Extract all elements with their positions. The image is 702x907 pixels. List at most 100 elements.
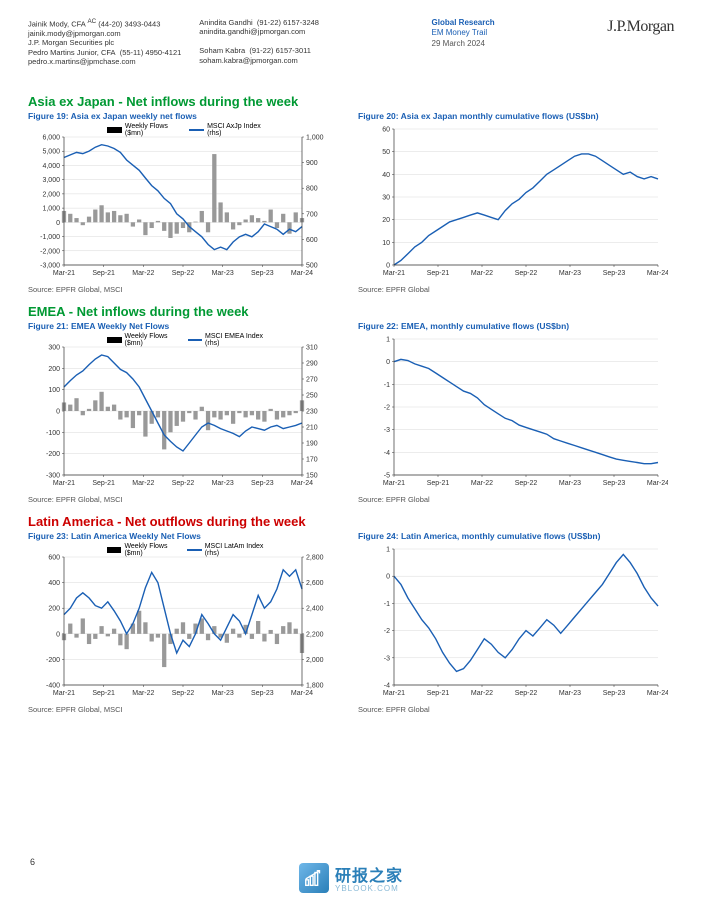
svg-text:3,000: 3,000 <box>42 178 60 185</box>
jpmorgan-logo: J.P.Morgan <box>607 18 674 36</box>
figure-title: Figure 23: Latin America Weekly Net Flow… <box>28 531 344 541</box>
legend-label: Weekly Flows ($mn) <box>125 123 177 137</box>
footer-brand: 研报之家 YBLOOK.COM <box>299 862 403 893</box>
chart-panel: Figure 19: Asia ex Japan weekly net flow… <box>28 111 344 294</box>
figure-title: Figure 24: Latin America, monthly cumula… <box>358 531 674 541</box>
svg-text:1: 1 <box>386 337 390 344</box>
legend-label: Weekly Flows ($mn) <box>125 333 176 347</box>
chart-panel: Figure 24: Latin America, monthly cumula… <box>358 531 674 714</box>
chart-legend: Weekly Flows ($mn)MSCI AxJp Index (rhs) <box>107 123 265 137</box>
svg-text:Sep-22: Sep-22 <box>172 690 195 697</box>
svg-text:30: 30 <box>382 195 390 202</box>
svg-text:300: 300 <box>48 345 60 352</box>
section-title: Asia ex Japan - Net inflows during the w… <box>28 94 674 109</box>
bar-swatch-icon <box>107 127 122 133</box>
svg-text:Sep-23: Sep-23 <box>251 690 274 697</box>
svg-text:Mar-21: Mar-21 <box>383 270 405 277</box>
svg-text:-3: -3 <box>384 656 390 663</box>
svg-text:210: 210 <box>306 425 318 432</box>
chart-source: Source: EPFR Global, MSCI <box>28 495 344 504</box>
svg-text:Mar-23: Mar-23 <box>212 270 234 277</box>
legend-item: Weekly Flows ($mn) <box>107 333 176 347</box>
svg-text:Sep-21: Sep-21 <box>427 690 450 697</box>
chart-source: Source: EPFR Global, MSCI <box>28 705 344 714</box>
svg-text:Mar-23: Mar-23 <box>559 270 581 277</box>
line-swatch-icon <box>189 129 204 131</box>
svg-text:600: 600 <box>306 237 318 244</box>
svg-text:500: 500 <box>306 263 318 270</box>
svg-text:-1: -1 <box>384 601 390 608</box>
author-email: pedro.x.martins@jpmchase.com <box>28 57 181 66</box>
page-number: 6 <box>30 857 35 867</box>
svg-text:Mar-22: Mar-22 <box>132 480 154 487</box>
svg-text:2,600: 2,600 <box>306 580 324 587</box>
svg-text:-3,000: -3,000 <box>40 263 60 270</box>
chart: -5-4-3-2-101Mar-21Sep-21Mar-22Sep-22Mar-… <box>358 333 674 493</box>
svg-text:-100: -100 <box>46 430 60 437</box>
svg-text:0: 0 <box>56 409 60 416</box>
chart: Weekly Flows ($mn) MSCI EMEA Index (rhs) -… <box>28 333 344 493</box>
footer-brand-icon <box>299 863 329 893</box>
svg-text:Sep-22: Sep-22 <box>515 270 538 277</box>
svg-text:Mar-22: Mar-22 <box>471 690 493 697</box>
svg-text:-1: -1 <box>384 382 390 389</box>
footer-brand-sub: YBLOOK.COM <box>335 884 403 893</box>
svg-text:Sep-21: Sep-21 <box>92 690 115 697</box>
svg-text:4,000: 4,000 <box>42 163 60 170</box>
svg-text:1: 1 <box>386 547 390 554</box>
svg-text:Sep-22: Sep-22 <box>172 270 195 277</box>
svg-text:Sep-22: Sep-22 <box>515 480 538 487</box>
section: Asia ex Japan - Net inflows during the w… <box>28 94 674 294</box>
svg-text:Mar-22: Mar-22 <box>132 270 154 277</box>
svg-text:Sep-23: Sep-23 <box>251 270 274 277</box>
svg-text:0: 0 <box>386 263 390 270</box>
bar-swatch-icon <box>107 547 121 553</box>
figure-title: Figure 22: EMEA, monthly cumulative flow… <box>358 321 674 331</box>
svg-text:Sep-23: Sep-23 <box>251 480 274 487</box>
svg-text:-2,000: -2,000 <box>40 249 60 256</box>
author-email: jainik.mody@jpmorgan.com <box>28 29 181 38</box>
svg-text:-2: -2 <box>384 405 390 412</box>
svg-text:Sep-22: Sep-22 <box>515 690 538 697</box>
svg-text:Mar-24: Mar-24 <box>291 690 313 697</box>
svg-text:1,000: 1,000 <box>42 206 60 213</box>
svg-text:400: 400 <box>48 580 60 587</box>
chart-source: Source: EPFR Global <box>358 705 674 714</box>
svg-text:Mar-22: Mar-22 <box>471 270 493 277</box>
legend-item: MSCI EMEA Index (rhs) <box>188 333 265 347</box>
svg-text:Mar-22: Mar-22 <box>471 480 493 487</box>
svg-text:Mar-22: Mar-22 <box>132 690 154 697</box>
legend-label: Weekly Flows ($mn) <box>124 543 175 557</box>
svg-text:-300: -300 <box>46 473 60 480</box>
svg-text:-2: -2 <box>384 628 390 635</box>
chart-source: Source: EPFR Global, MSCI <box>28 285 344 294</box>
svg-text:Mar-23: Mar-23 <box>559 480 581 487</box>
svg-text:Mar-24: Mar-24 <box>291 480 313 487</box>
chart-panel: Figure 20: Asia ex Japan monthly cumulat… <box>358 111 674 294</box>
chart-panel: Figure 22: EMEA, monthly cumulative flow… <box>358 321 674 504</box>
svg-text:600: 600 <box>48 555 60 562</box>
svg-text:700: 700 <box>306 212 318 219</box>
svg-text:800: 800 <box>306 186 318 193</box>
author-col-2: Anindita Gandhi (91-22) 6157-3248 anindi… <box>199 18 319 66</box>
svg-text:Mar-24: Mar-24 <box>291 270 313 277</box>
svg-text:200: 200 <box>48 606 60 613</box>
chart-legend: Weekly Flows ($mn) MSCI EMEA Index (rhs) <box>107 333 265 347</box>
svg-text:2,000: 2,000 <box>42 192 60 199</box>
svg-text:Mar-21: Mar-21 <box>383 690 405 697</box>
line-swatch-icon <box>188 339 203 341</box>
svg-text:100: 100 <box>48 388 60 395</box>
svg-text:Mar-21: Mar-21 <box>53 480 75 487</box>
svg-text:2,800: 2,800 <box>306 555 324 562</box>
research-date: 29 March 2024 <box>432 39 495 49</box>
chart-legend: Weekly Flows ($mn)MSCI LatAm Index (rhs) <box>107 543 265 557</box>
research-header: Global Research EM Money Trail 29 March … <box>432 18 495 49</box>
svg-text:-4: -4 <box>384 450 390 457</box>
svg-text:-5: -5 <box>384 473 390 480</box>
section: EMEA - Net inflows during the weekFigure… <box>28 304 674 504</box>
svg-text:150: 150 <box>306 473 318 480</box>
section: Latin America - Net outflows during the … <box>28 514 674 714</box>
author-line: Soham Kabra (91-22) 6157-3011 <box>199 46 319 55</box>
svg-text:Mar-21: Mar-21 <box>53 270 75 277</box>
svg-text:-3: -3 <box>384 428 390 435</box>
